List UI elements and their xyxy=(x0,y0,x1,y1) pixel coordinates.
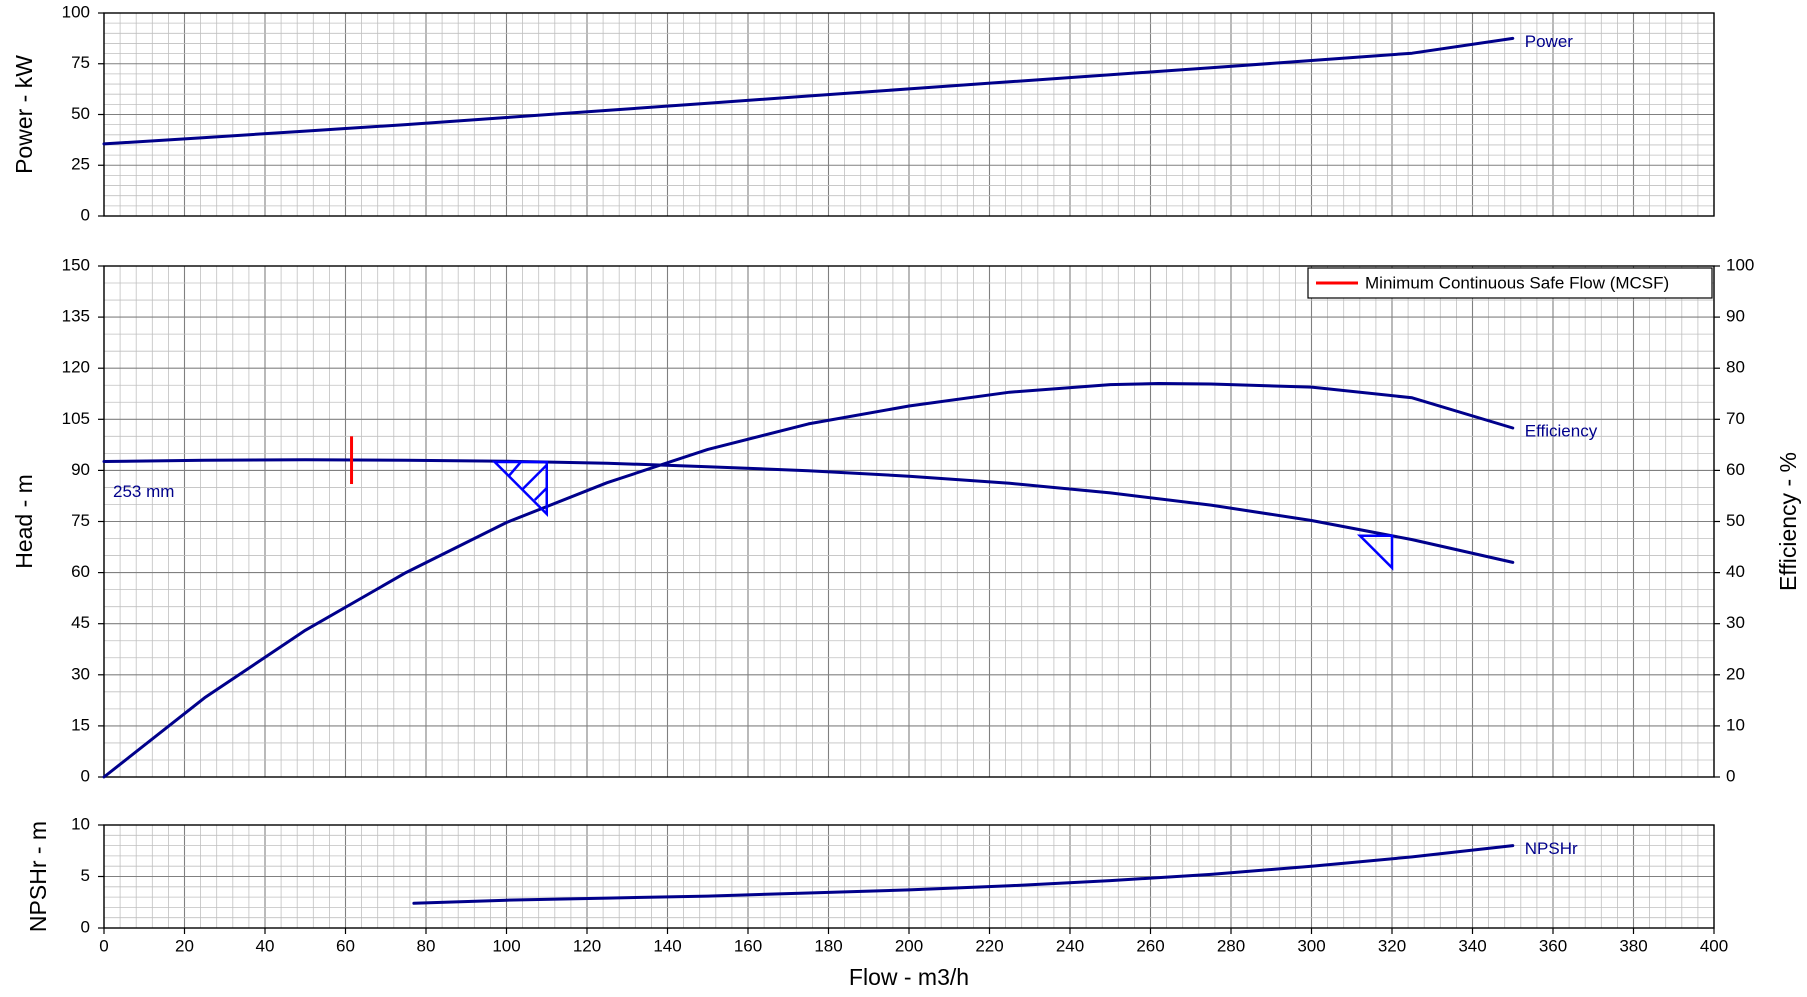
npshr-y-tick-label: 10 xyxy=(71,814,90,833)
flow-x-tick-label: 240 xyxy=(1056,936,1084,955)
flow-x-tick-label: 60 xyxy=(336,936,355,955)
head-y-tick-label: 135 xyxy=(62,307,90,326)
power-curve xyxy=(102,36,1515,146)
npshr-curve xyxy=(412,844,1515,905)
efficiency-y-tick-label: 90 xyxy=(1726,307,1745,326)
flow-x-tick-label: 120 xyxy=(573,936,601,955)
power-y-tick-label: 50 xyxy=(71,104,90,123)
power-y-axis-title: Power - kW xyxy=(11,55,37,174)
head-y-tick-label: 75 xyxy=(71,511,90,530)
flow-x-tick-label: 0 xyxy=(99,936,108,955)
head-y-tick-label: 150 xyxy=(62,255,90,274)
efficiency-y-tick-label: 40 xyxy=(1726,562,1745,581)
efficiency-curve xyxy=(102,382,1515,779)
impeller-diameter-label: 253 mm xyxy=(113,482,174,501)
flow-x-tick-label: 320 xyxy=(1378,936,1406,955)
power-y-tick-label: 100 xyxy=(62,2,90,21)
head-y-axis-title: Head - m xyxy=(11,474,37,569)
efficiency-marker-hatch xyxy=(533,487,548,501)
flow-x-tick-label: 140 xyxy=(653,936,681,955)
flow-x-tick-label: 200 xyxy=(895,936,923,955)
flow-x-tick-label: 40 xyxy=(256,936,275,955)
efficiency-y-tick-label: 10 xyxy=(1726,715,1745,734)
power-curve-label: Power xyxy=(1525,32,1574,51)
efficiency-y-tick-label: 100 xyxy=(1726,255,1754,274)
efficiency-y-tick-label: 80 xyxy=(1726,358,1745,377)
efficiency-curve-label: Efficiency xyxy=(1525,421,1598,440)
flow-x-tick-label: 160 xyxy=(734,936,762,955)
head-y-tick-label: 0 xyxy=(81,766,90,785)
efficiency-marker-triangle xyxy=(1356,534,1394,571)
flow-x-tick-label: 380 xyxy=(1619,936,1647,955)
head-y-tick-label: 105 xyxy=(62,409,90,428)
efficiency-y-tick-label: 20 xyxy=(1726,664,1745,683)
legend-box xyxy=(1307,267,1713,299)
npshr-y-tick-label: 5 xyxy=(81,866,90,885)
flow-x-tick-label: 20 xyxy=(175,936,194,955)
efficiency-y-axis-title: Efficiency - % xyxy=(1775,452,1801,591)
npshr-curve-label: NPSHr xyxy=(1525,839,1578,858)
power-y-tick-label: 25 xyxy=(71,155,90,174)
flow-x-axis-title: Flow - m3/h xyxy=(849,964,969,990)
head-y-tick-label: 30 xyxy=(71,664,90,683)
head-y-tick-label: 60 xyxy=(71,562,90,581)
flow-x-tick-label: 100 xyxy=(492,936,520,955)
flow-x-tick-label: 180 xyxy=(814,936,842,955)
efficiency-y-tick-label: 50 xyxy=(1726,511,1745,530)
efficiency-y-tick-label: 0 xyxy=(1726,766,1735,785)
flow-x-tick-label: 220 xyxy=(975,936,1003,955)
power-y-tick-label: 0 xyxy=(81,205,90,224)
npshr-y-tick-label: 0 xyxy=(81,917,90,936)
head-y-tick-label: 120 xyxy=(62,358,90,377)
head-curve xyxy=(102,458,1515,564)
flow-x-tick-label: 300 xyxy=(1297,936,1325,955)
flow-x-tick-label: 340 xyxy=(1458,936,1486,955)
head-y-tick-label: 90 xyxy=(71,460,90,479)
legend-entry-mcsf: Minimum Continuous Safe Flow (MCSF) xyxy=(1365,273,1669,292)
flow-x-tick-label: 80 xyxy=(417,936,436,955)
efficiency-y-tick-label: 30 xyxy=(1726,613,1745,632)
efficiency-marker-hatch xyxy=(507,461,522,477)
efficiency-y-tick-label: 60 xyxy=(1726,460,1745,479)
efficiency-marker-hatch xyxy=(521,464,548,490)
efficiency-y-tick-label: 70 xyxy=(1726,409,1745,428)
flow-x-tick-label: 280 xyxy=(1217,936,1245,955)
power-y-tick-label: 75 xyxy=(71,53,90,72)
npshr-y-axis-title: NPSHr - m xyxy=(25,821,51,932)
flow-x-tick-label: 260 xyxy=(1136,936,1164,955)
flow-x-tick-label: 400 xyxy=(1700,936,1728,955)
head-y-tick-label: 15 xyxy=(71,715,90,734)
flow-x-tick-label: 360 xyxy=(1539,936,1567,955)
head-y-tick-label: 45 xyxy=(71,613,90,632)
